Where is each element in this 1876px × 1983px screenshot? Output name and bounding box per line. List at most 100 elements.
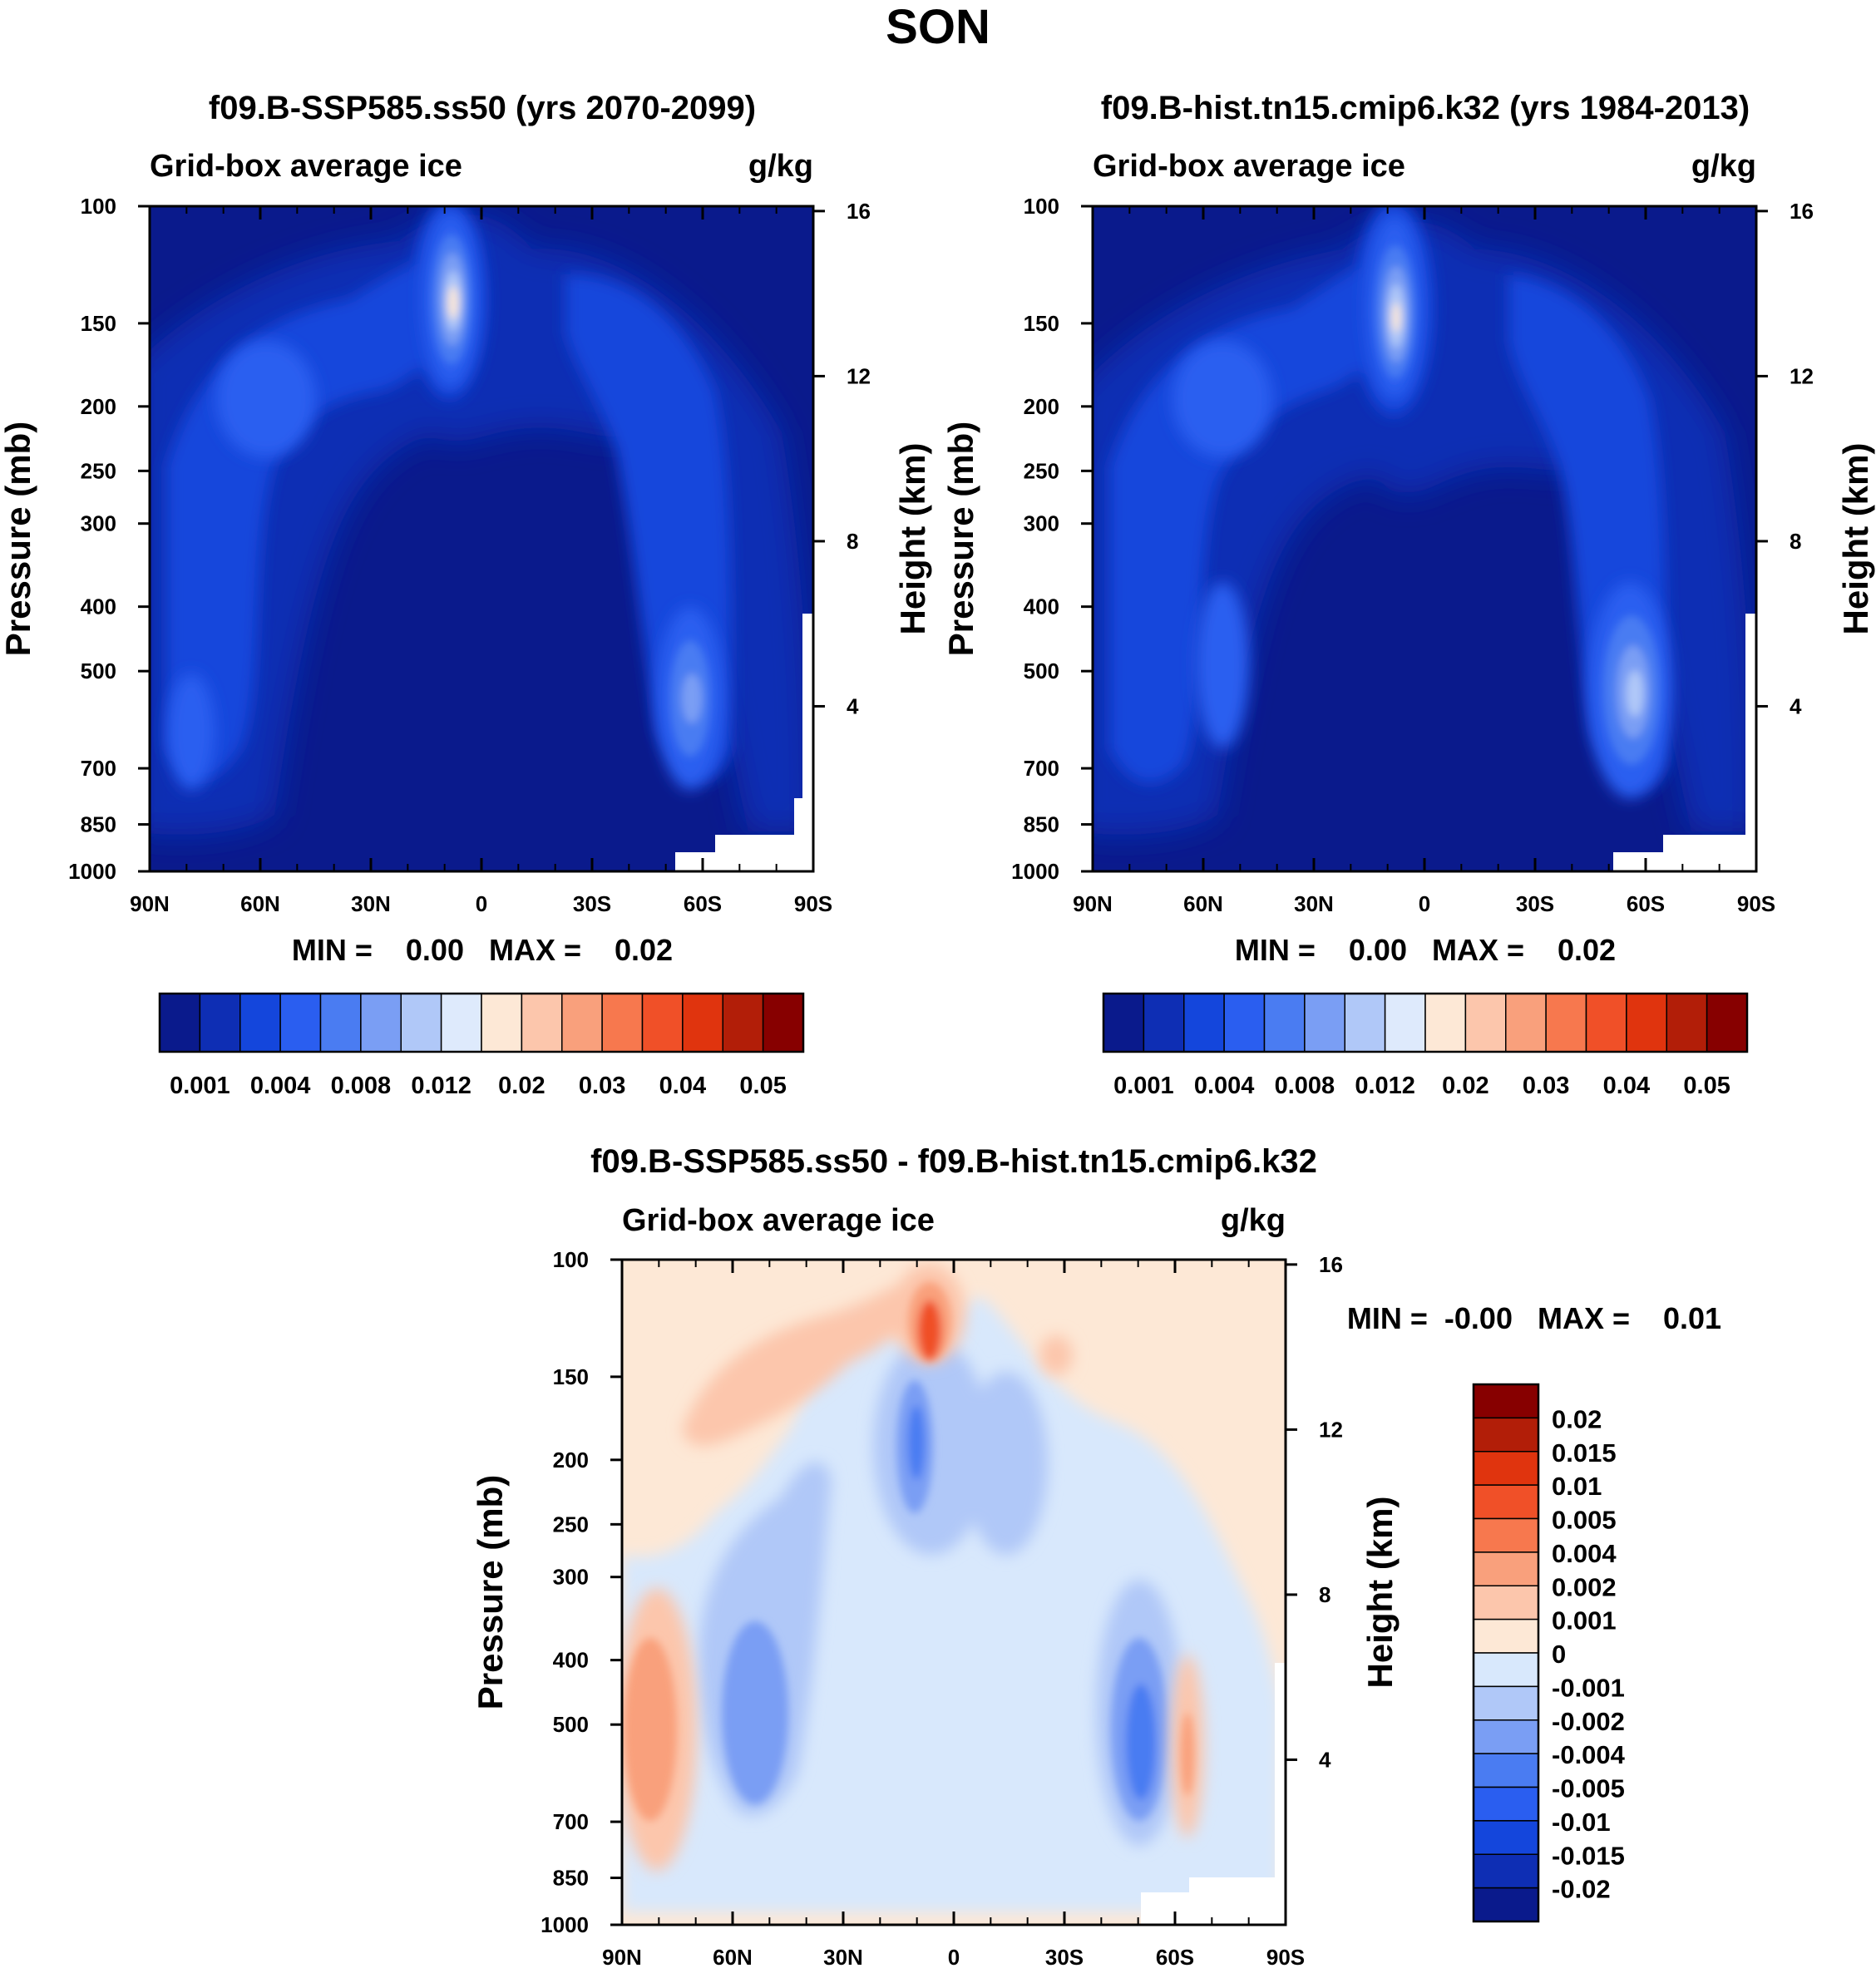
colorbar-label: 0.005 [1552, 1506, 1617, 1535]
colorbar-label: 0.02 [498, 1073, 545, 1099]
pressure-ticks: 100 150 200 250 300 400 500 700 850 1000 [541, 1247, 622, 1937]
colorbar-label: 0.004 [1194, 1073, 1255, 1099]
field-positive-strong [624, 1282, 1194, 1821]
colorbar-label: 0.03 [579, 1073, 625, 1099]
axes: 100 150 200 250 300 400 500 700 850 1000 16 12 8 4 9… [471, 1247, 1400, 1970]
colorbar-swatch [1304, 993, 1345, 1053]
pressure-tick-label: 850 [1024, 812, 1059, 837]
pressure-tick-label: 1000 [1011, 859, 1059, 884]
colorbar-swatch [1473, 1753, 1539, 1788]
colorbar-label: 0.001 [1552, 1606, 1617, 1635]
pressure-ticks: 100 150 200 250 300 400 500 700 850 1000 [1011, 194, 1093, 884]
colorbar-swatch [1464, 993, 1507, 1053]
pressure-tick-label: 200 [553, 1448, 589, 1472]
colorbar-label: -0.001 [1552, 1673, 1625, 1702]
colorbar-swatch [1473, 1618, 1539, 1654]
contour-field [150, 206, 813, 871]
panel-title: f09.B-SSP585.ss50 (yrs 2070-2099) [209, 90, 756, 126]
latitude-ticks: 90N 60N 30N 0 30S 60S 90S [130, 206, 832, 916]
trop-max-4 [448, 286, 458, 319]
lat-tick-label: 60S [684, 891, 722, 916]
pressure-ticks: 100 150 200 250 300 400 500 700 850 1000 [68, 194, 150, 884]
colorbar-swatch [199, 993, 241, 1053]
contour-field [622, 1260, 1286, 1925]
panel-units: g/kg [1221, 1203, 1286, 1238]
lat-tick-label: 30S [573, 891, 611, 916]
colorbar-swatch [1473, 1719, 1539, 1754]
height-ticks: 16 12 8 4 [1286, 1252, 1343, 1772]
pressure-tick-label: 250 [553, 1512, 589, 1537]
colorbar-swatch [1223, 993, 1266, 1053]
height-tick-label: 4 [847, 693, 859, 718]
colorbar-label: 0.001 [170, 1073, 230, 1099]
sh-neg-core-2 [1126, 1684, 1156, 1800]
min-max-text: MIN = 0.00 MAX = 0.02 [292, 933, 673, 967]
colorbar-swatch [1473, 1517, 1539, 1553]
lat-tick-label: 90N [1073, 891, 1113, 916]
colorbar-label: 0.002 [1552, 1572, 1617, 1601]
colorbar-swatch [1473, 1451, 1539, 1486]
height-tick-label: 8 [1319, 1582, 1330, 1607]
colorbar-label: -0.002 [1552, 1707, 1625, 1736]
missing-area [1613, 614, 1756, 871]
pressure-tick-label: 300 [1024, 511, 1059, 536]
latitude-ticks: 90N 60N 30N 0 30S 60S 90S [1073, 206, 1775, 916]
lat-tick-label: 0 [476, 891, 487, 916]
lat-tick-label: 0 [1419, 891, 1430, 916]
y2-axis-label: Height (km) [1360, 1497, 1400, 1689]
pressure-tick-label: 200 [1024, 394, 1059, 419]
height-tick-label: 16 [1319, 1252, 1343, 1277]
colorbar-label: 0.02 [1442, 1073, 1488, 1099]
colorbar-label: 0 [1552, 1640, 1566, 1669]
latitude-ticks: 90N 60N 30N 0 30S 60S 90S [602, 1260, 1305, 1970]
colorbar-swatch [722, 993, 764, 1053]
pressure-tick-label: 1000 [541, 1912, 589, 1937]
lat-tick-label: 60N [713, 1945, 753, 1970]
lat-tick-label: 30N [1294, 891, 1334, 916]
colorbar-label: 0.004 [1552, 1539, 1617, 1568]
height-tick-label: 16 [847, 199, 871, 224]
panel-left-label: Grid-box average ice [1093, 149, 1405, 184]
pressure-tick-label: 150 [81, 311, 116, 336]
colorbar-label: 0.05 [739, 1073, 786, 1099]
contour-field [1093, 206, 1756, 871]
field-level-4 [432, 234, 710, 757]
panel-units: g/kg [1691, 149, 1756, 184]
min-max-text: MIN = -0.00 MAX = 0.01 [1347, 1301, 1721, 1335]
pressure-tick-label: 850 [553, 1866, 589, 1891]
y2-axis-label: Height (km) [1836, 443, 1875, 635]
pressure-tick-label: 150 [553, 1364, 589, 1389]
colorbar-frame [158, 992, 805, 1053]
lat-tick-label: 60N [240, 891, 280, 916]
height-tick-label: 12 [1319, 1417, 1343, 1442]
trop-max-4 [1392, 303, 1400, 333]
nh-upper-cell [216, 341, 316, 457]
colorbar: 0.001 0.004 0.008 0.012 0.02 0.03 0.04 0.05 [158, 992, 805, 1099]
height-tick-label: 4 [1319, 1747, 1331, 1772]
colorbar-swatch [1344, 993, 1386, 1053]
lat-tick-label: 60S [1627, 891, 1665, 916]
colorbar-frame [1472, 1383, 1540, 1923]
lat-tick-label: 90N [130, 891, 170, 916]
colorbar: 0.001 0.004 0.008 0.012 0.02 0.03 0.04 0.05 [1102, 992, 1749, 1099]
panel-title: f09.B-hist.tn15.cmip6.k32 (yrs 1984-2013… [1101, 90, 1750, 126]
trop-neg-2 [965, 1372, 1048, 1555]
colorbar-swatch [360, 993, 402, 1053]
pressure-tick-label: 700 [553, 1809, 589, 1834]
min-max-text: MIN = 0.00 MAX = 0.02 [1235, 933, 1616, 967]
colorbar-label: 0.05 [1683, 1073, 1730, 1099]
colorbar-label: -0.01 [1552, 1808, 1611, 1837]
colorbar-swatch [159, 993, 201, 1053]
lat-tick-label: 30N [823, 1945, 863, 1970]
colorbar-swatch [1384, 993, 1426, 1053]
lat-tick-label: 90S [794, 891, 832, 916]
colorbar-swatch [279, 993, 322, 1053]
colorbar-swatch [1473, 1484, 1539, 1520]
y-axis-label: Pressure (mb) [471, 1475, 510, 1709]
field-level-4 [1375, 245, 1660, 765]
pressure-tick-label: 300 [553, 1565, 589, 1590]
colorbar-swatch [1263, 993, 1306, 1053]
colorbar-label: 0.012 [1355, 1073, 1415, 1099]
height-tick-label: 4 [1790, 693, 1802, 718]
nh-neg-core [722, 1621, 788, 1804]
